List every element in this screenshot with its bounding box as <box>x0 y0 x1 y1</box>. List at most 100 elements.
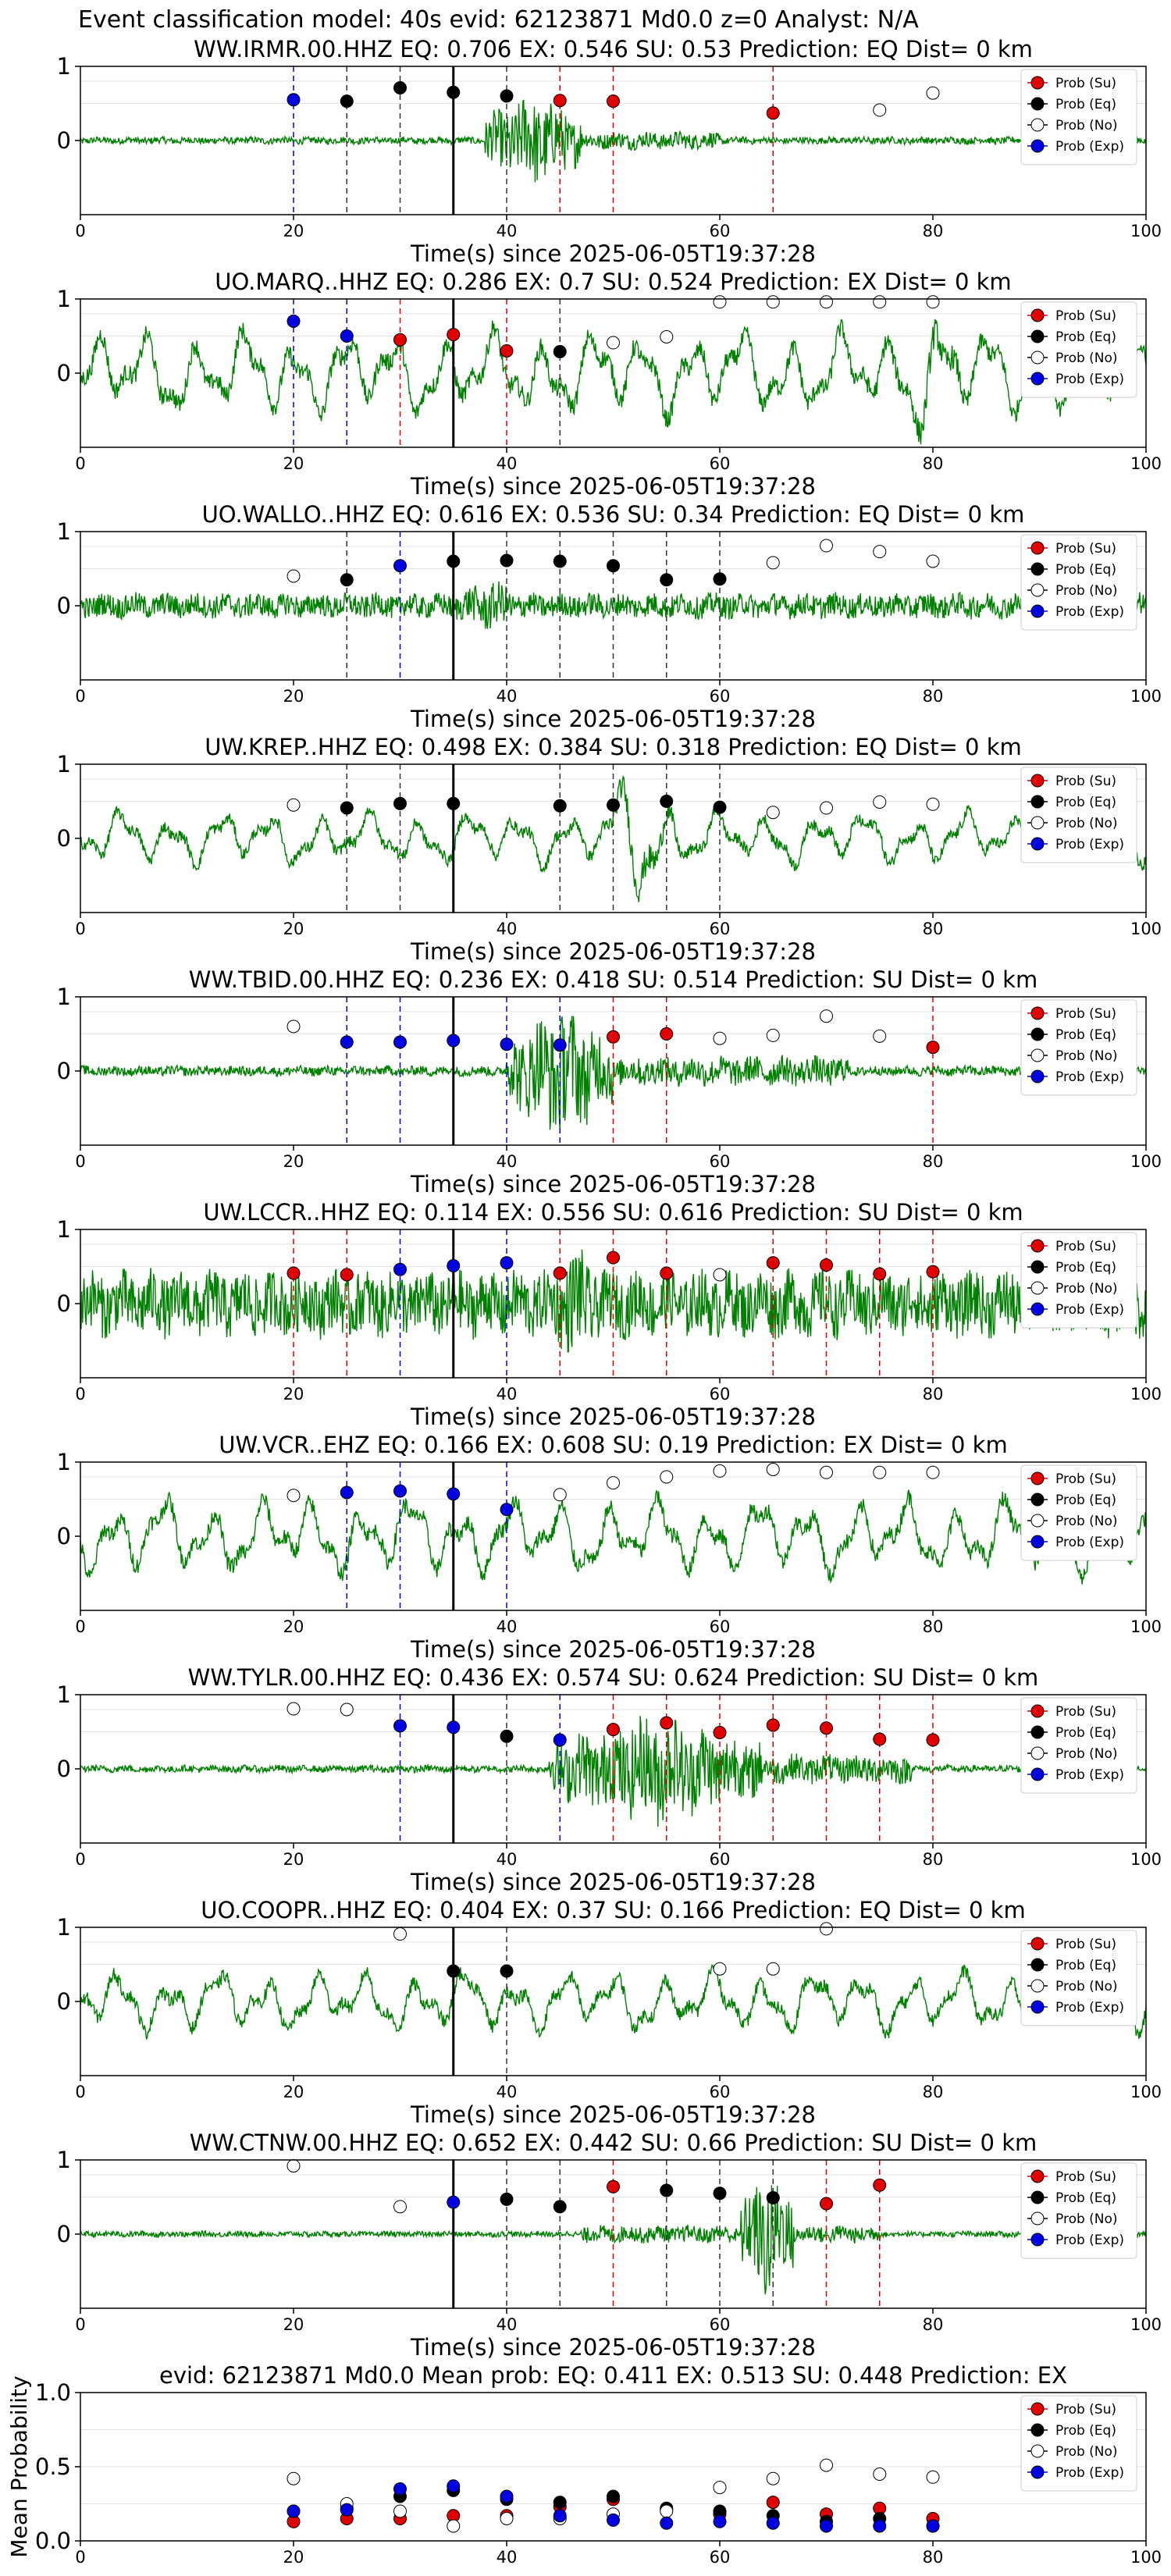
prob-point-eq <box>500 1729 514 1743</box>
prob-point-exp <box>447 1034 461 1048</box>
prob-point-exp <box>393 559 407 573</box>
prob-point-eq <box>340 94 354 109</box>
y-tick-label: 0 <box>57 1756 71 1782</box>
x-tick-label: 100 <box>1130 1850 1162 1869</box>
chart-panel-9: UO.COOPR..HHZ EQ: 0.404 EX: 0.37 SU: 0.1… <box>57 1897 1162 2128</box>
legend-label: Prob (Exp) <box>1055 2233 1124 2248</box>
prob-point-no <box>607 1476 620 1490</box>
prob-point-no <box>873 545 887 559</box>
chart-panel-2: UO.MARQ..HHZ EQ: 0.286 EX: 0.7 SU: 0.524… <box>57 269 1162 500</box>
prob-point-su <box>607 1030 620 1044</box>
x-tick-label: 40 <box>497 222 518 240</box>
legend-label: Prob (Exp) <box>1055 1535 1124 1550</box>
legend-label: Prob (Su) <box>1055 308 1116 324</box>
legend-label: Prob (No) <box>1055 1514 1118 1529</box>
mean-point-exp <box>766 2516 780 2530</box>
legend-marker <box>1030 1471 1045 1485</box>
legend-label: Prob (Exp) <box>1055 1767 1124 1783</box>
prob-point-su <box>447 328 461 342</box>
legend-box <box>1020 2395 1137 2492</box>
waveform-trace <box>80 1963 1147 2041</box>
x-tick-label: 60 <box>710 2083 731 2101</box>
x-tick-label: 0 <box>75 1152 85 1171</box>
prob-point-su <box>553 1266 567 1280</box>
prob-point-no <box>287 1702 301 1716</box>
prob-point-su <box>607 1723 620 1737</box>
y-tick-label: 0 <box>57 1290 71 1317</box>
legend-label: Prob (No) <box>1055 1281 1118 1297</box>
chart-panel-6: UW.LCCR..HHZ EQ: 0.114 EX: 0.556 SU: 0.6… <box>57 1199 1162 1430</box>
legend-marker <box>1030 1937 1045 1951</box>
prob-point-su <box>660 1027 674 1041</box>
prob-point-no <box>766 806 780 820</box>
legend-marker <box>1030 1958 1045 1972</box>
y-tick-label: 1 <box>57 1914 71 1941</box>
prob-point-su <box>393 333 407 347</box>
legend-box <box>1020 1464 1137 1561</box>
legend-marker <box>1030 2233 1045 2247</box>
page-title: Event classification model: 40s evid: 62… <box>78 6 919 34</box>
x-tick-label: 60 <box>710 1385 731 1404</box>
x-tick-label: 60 <box>710 454 731 473</box>
legend-label: Prob (Su) <box>1055 76 1116 91</box>
prob-point-eq <box>500 1964 514 1978</box>
prob-point-eq <box>393 796 407 810</box>
legend-box <box>1020 534 1137 631</box>
x-tick-label: 0 <box>75 2315 85 2334</box>
x-tick-label: 80 <box>923 1617 944 1636</box>
prob-point-exp <box>447 2195 461 2209</box>
mean-point-exp <box>393 2482 407 2496</box>
legend-label: Prob (Su) <box>1055 1239 1116 1254</box>
legend-label: Prob (Eq) <box>1055 562 1116 578</box>
prob-point-eq <box>500 89 514 103</box>
mean-point-no <box>500 2512 514 2525</box>
x-tick-label: 0 <box>75 2548 85 2567</box>
legend-marker <box>1030 2000 1045 2014</box>
x-tick-label: 20 <box>283 2083 304 2101</box>
legend-label: Prob (Su) <box>1055 1704 1116 1720</box>
x-tick-label: 40 <box>497 1385 518 1404</box>
prob-point-exp <box>553 1038 567 1052</box>
x-tick-label: 80 <box>923 920 944 938</box>
mean-point-no <box>393 2504 407 2518</box>
chart-panel-10: WW.CTNW.00.HHZ EQ: 0.652 EX: 0.442 SU: 0… <box>57 2129 1162 2361</box>
chart-panel-5: WW.TBID.00.HHZ EQ: 0.236 EX: 0.418 SU: 0… <box>57 966 1162 1197</box>
legend-label: Prob (Exp) <box>1055 837 1124 852</box>
x-tick-label: 60 <box>710 920 731 938</box>
x-tick-label: 0 <box>75 687 85 706</box>
prob-point-no <box>766 1028 780 1042</box>
x-tick-label: 40 <box>497 454 518 473</box>
legend-label: Prob (Eq) <box>1055 1725 1116 1741</box>
prob-point-exp <box>500 1037 514 1051</box>
prob-point-eq <box>660 573 674 587</box>
prob-point-eq <box>713 572 727 586</box>
prob-point-exp <box>393 1262 407 1276</box>
x-tick-label: 100 <box>1130 687 1162 706</box>
prob-point-no <box>820 1009 833 1023</box>
legend-marker <box>1030 816 1045 830</box>
legend-marker <box>1030 1260 1045 1274</box>
x-tick-label: 100 <box>1130 1617 1162 1636</box>
prob-point-eq <box>607 559 620 573</box>
chart-title: UW.KREP..HHZ EQ: 0.498 EX: 0.384 SU: 0.3… <box>205 734 1022 760</box>
prob-point-no <box>766 1463 780 1476</box>
y-tick-label: 1.0 <box>35 2379 71 2406</box>
prob-point-no <box>553 1488 567 1502</box>
x-tick-label: 0 <box>75 2083 85 2101</box>
prob-point-no <box>873 103 887 117</box>
legend-label: Prob (Eq) <box>1055 1027 1116 1043</box>
x-tick-label: 100 <box>1130 222 1162 240</box>
x-tick-label: 100 <box>1130 454 1162 473</box>
x-tick-label: 40 <box>497 687 518 706</box>
prob-point-su <box>660 1266 674 1280</box>
prob-point-no <box>713 1464 727 1478</box>
prob-point-no <box>873 795 887 809</box>
legend-label: Prob (Eq) <box>1055 2423 1116 2439</box>
legend-marker <box>1030 2190 1045 2204</box>
x-tick-label: 20 <box>283 454 304 473</box>
prob-point-no <box>766 556 780 570</box>
prob-point-su <box>926 1041 940 1055</box>
chart-title: WW.TYLR.00.HHZ EQ: 0.436 EX: 0.574 SU: 0… <box>188 1664 1039 1691</box>
prob-point-eq <box>447 85 461 99</box>
prob-point-su <box>873 1267 887 1281</box>
